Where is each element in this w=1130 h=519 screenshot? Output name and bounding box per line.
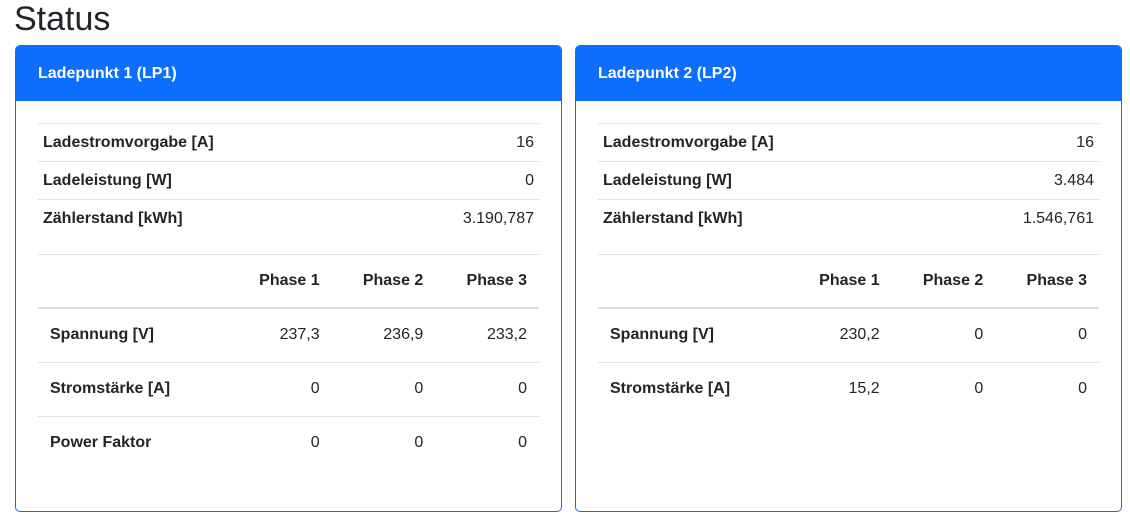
phase-row: Power Faktor 0 0 0 bbox=[38, 415, 539, 470]
summary-value: 3.484 bbox=[943, 161, 1099, 200]
summary-value: 0 bbox=[383, 161, 539, 200]
summary-row: Ladestromvorgabe [A] 16 bbox=[598, 123, 1099, 162]
summary-label: Ladestromvorgabe [A] bbox=[38, 123, 384, 162]
phase-header-empty bbox=[598, 253, 788, 309]
phase-value: 0 bbox=[228, 415, 332, 470]
card-header-lp1: Ladepunkt 1 (LP1) bbox=[16, 46, 561, 101]
phase-header: Phase 3 bbox=[995, 253, 1099, 309]
summary-value: 1.546,761 bbox=[943, 199, 1099, 238]
phase-header: Phase 1 bbox=[788, 253, 892, 309]
phase-row: Stromstärke [A] 15,2 0 0 bbox=[598, 361, 1099, 416]
page-title: Status bbox=[14, 0, 111, 38]
summary-table-lp2: Ladestromvorgabe [A] 16 Ladeleistung [W]… bbox=[598, 123, 1099, 238]
summary-row: Ladestromvorgabe [A] 16 bbox=[38, 123, 539, 162]
phase-row-label: Stromstärke [A] bbox=[598, 361, 788, 416]
phase-header: Phase 2 bbox=[891, 253, 996, 309]
summary-label: Ladeleistung [W] bbox=[38, 161, 384, 200]
summary-row: Ladeleistung [W] 0 bbox=[38, 161, 539, 200]
phase-value: 0 bbox=[228, 361, 332, 416]
phase-value: 237,3 bbox=[279, 326, 320, 344]
phase-row-label: Stromstärke [A] bbox=[38, 361, 228, 416]
summary-value: 16 bbox=[943, 123, 1099, 162]
summary-label: Ladestromvorgabe [A] bbox=[598, 123, 944, 162]
phase-header-row: Phase 1 Phase 2 Phase 3 bbox=[38, 253, 539, 309]
summary-label: Zählerstand [kWh] bbox=[598, 199, 944, 238]
phase-value: 0 bbox=[1078, 326, 1087, 344]
phase-value: 0 bbox=[331, 361, 436, 416]
phase-value: 0 bbox=[435, 361, 539, 416]
phase-value: 0 bbox=[995, 361, 1099, 416]
phase-table-lp2: Phase 1 Phase 2 Phase 3 Spannung [V] 230… bbox=[598, 253, 1099, 416]
chargepoint-card-lp2: Ladepunkt 2 (LP2) Ladestromvorgabe [A] 1… bbox=[575, 45, 1122, 512]
phase-row: Stromstärke [A] 0 0 0 bbox=[38, 361, 539, 416]
summary-value: 3.190,787 bbox=[383, 199, 539, 238]
summary-label: Ladeleistung [W] bbox=[598, 161, 944, 200]
phase-header: Phase 2 bbox=[331, 253, 436, 309]
phase-value: 233,2 bbox=[486, 326, 527, 344]
card-header-lp2: Ladepunkt 2 (LP2) bbox=[576, 46, 1121, 101]
phase-header: Phase 3 bbox=[435, 253, 539, 309]
phase-header: Phase 1 bbox=[228, 253, 332, 309]
phase-header-empty bbox=[38, 253, 228, 309]
phase-row: Spannung [V] 237,3 236,9 233,2 bbox=[38, 308, 539, 362]
phase-value: 0 bbox=[435, 415, 539, 470]
summary-value: 16 bbox=[383, 123, 539, 162]
summary-table-lp1: Ladestromvorgabe [A] 16 Ladeleistung [W]… bbox=[38, 123, 539, 238]
summary-row: Ladeleistung [W] 3.484 bbox=[598, 161, 1099, 200]
phase-value: 230,2 bbox=[839, 326, 880, 344]
phase-row: Spannung [V] 230,2 0 0 bbox=[598, 308, 1099, 362]
phase-table-lp1: Phase 1 Phase 2 Phase 3 Spannung [V] 237… bbox=[38, 253, 539, 470]
phase-value: 0 bbox=[891, 361, 996, 416]
phase-value: 236,9 bbox=[383, 326, 424, 344]
phase-row-label: Spannung [V] bbox=[610, 326, 714, 344]
phase-value: 0 bbox=[974, 326, 984, 344]
summary-label: Zählerstand [kWh] bbox=[38, 199, 384, 238]
summary-row: Zählerstand [kWh] 1.546,761 bbox=[598, 199, 1099, 238]
phase-header-row: Phase 1 Phase 2 Phase 3 bbox=[598, 253, 1099, 309]
chargepoint-card-lp1: Ladepunkt 1 (LP1) Ladestromvorgabe [A] 1… bbox=[15, 45, 562, 512]
phase-row-label: Power Faktor bbox=[38, 415, 228, 470]
phase-row-label: Spannung [V] bbox=[50, 326, 154, 344]
phase-value: 15,2 bbox=[788, 361, 892, 416]
summary-row: Zählerstand [kWh] 3.190,787 bbox=[38, 199, 539, 238]
phase-value: 0 bbox=[331, 415, 436, 470]
